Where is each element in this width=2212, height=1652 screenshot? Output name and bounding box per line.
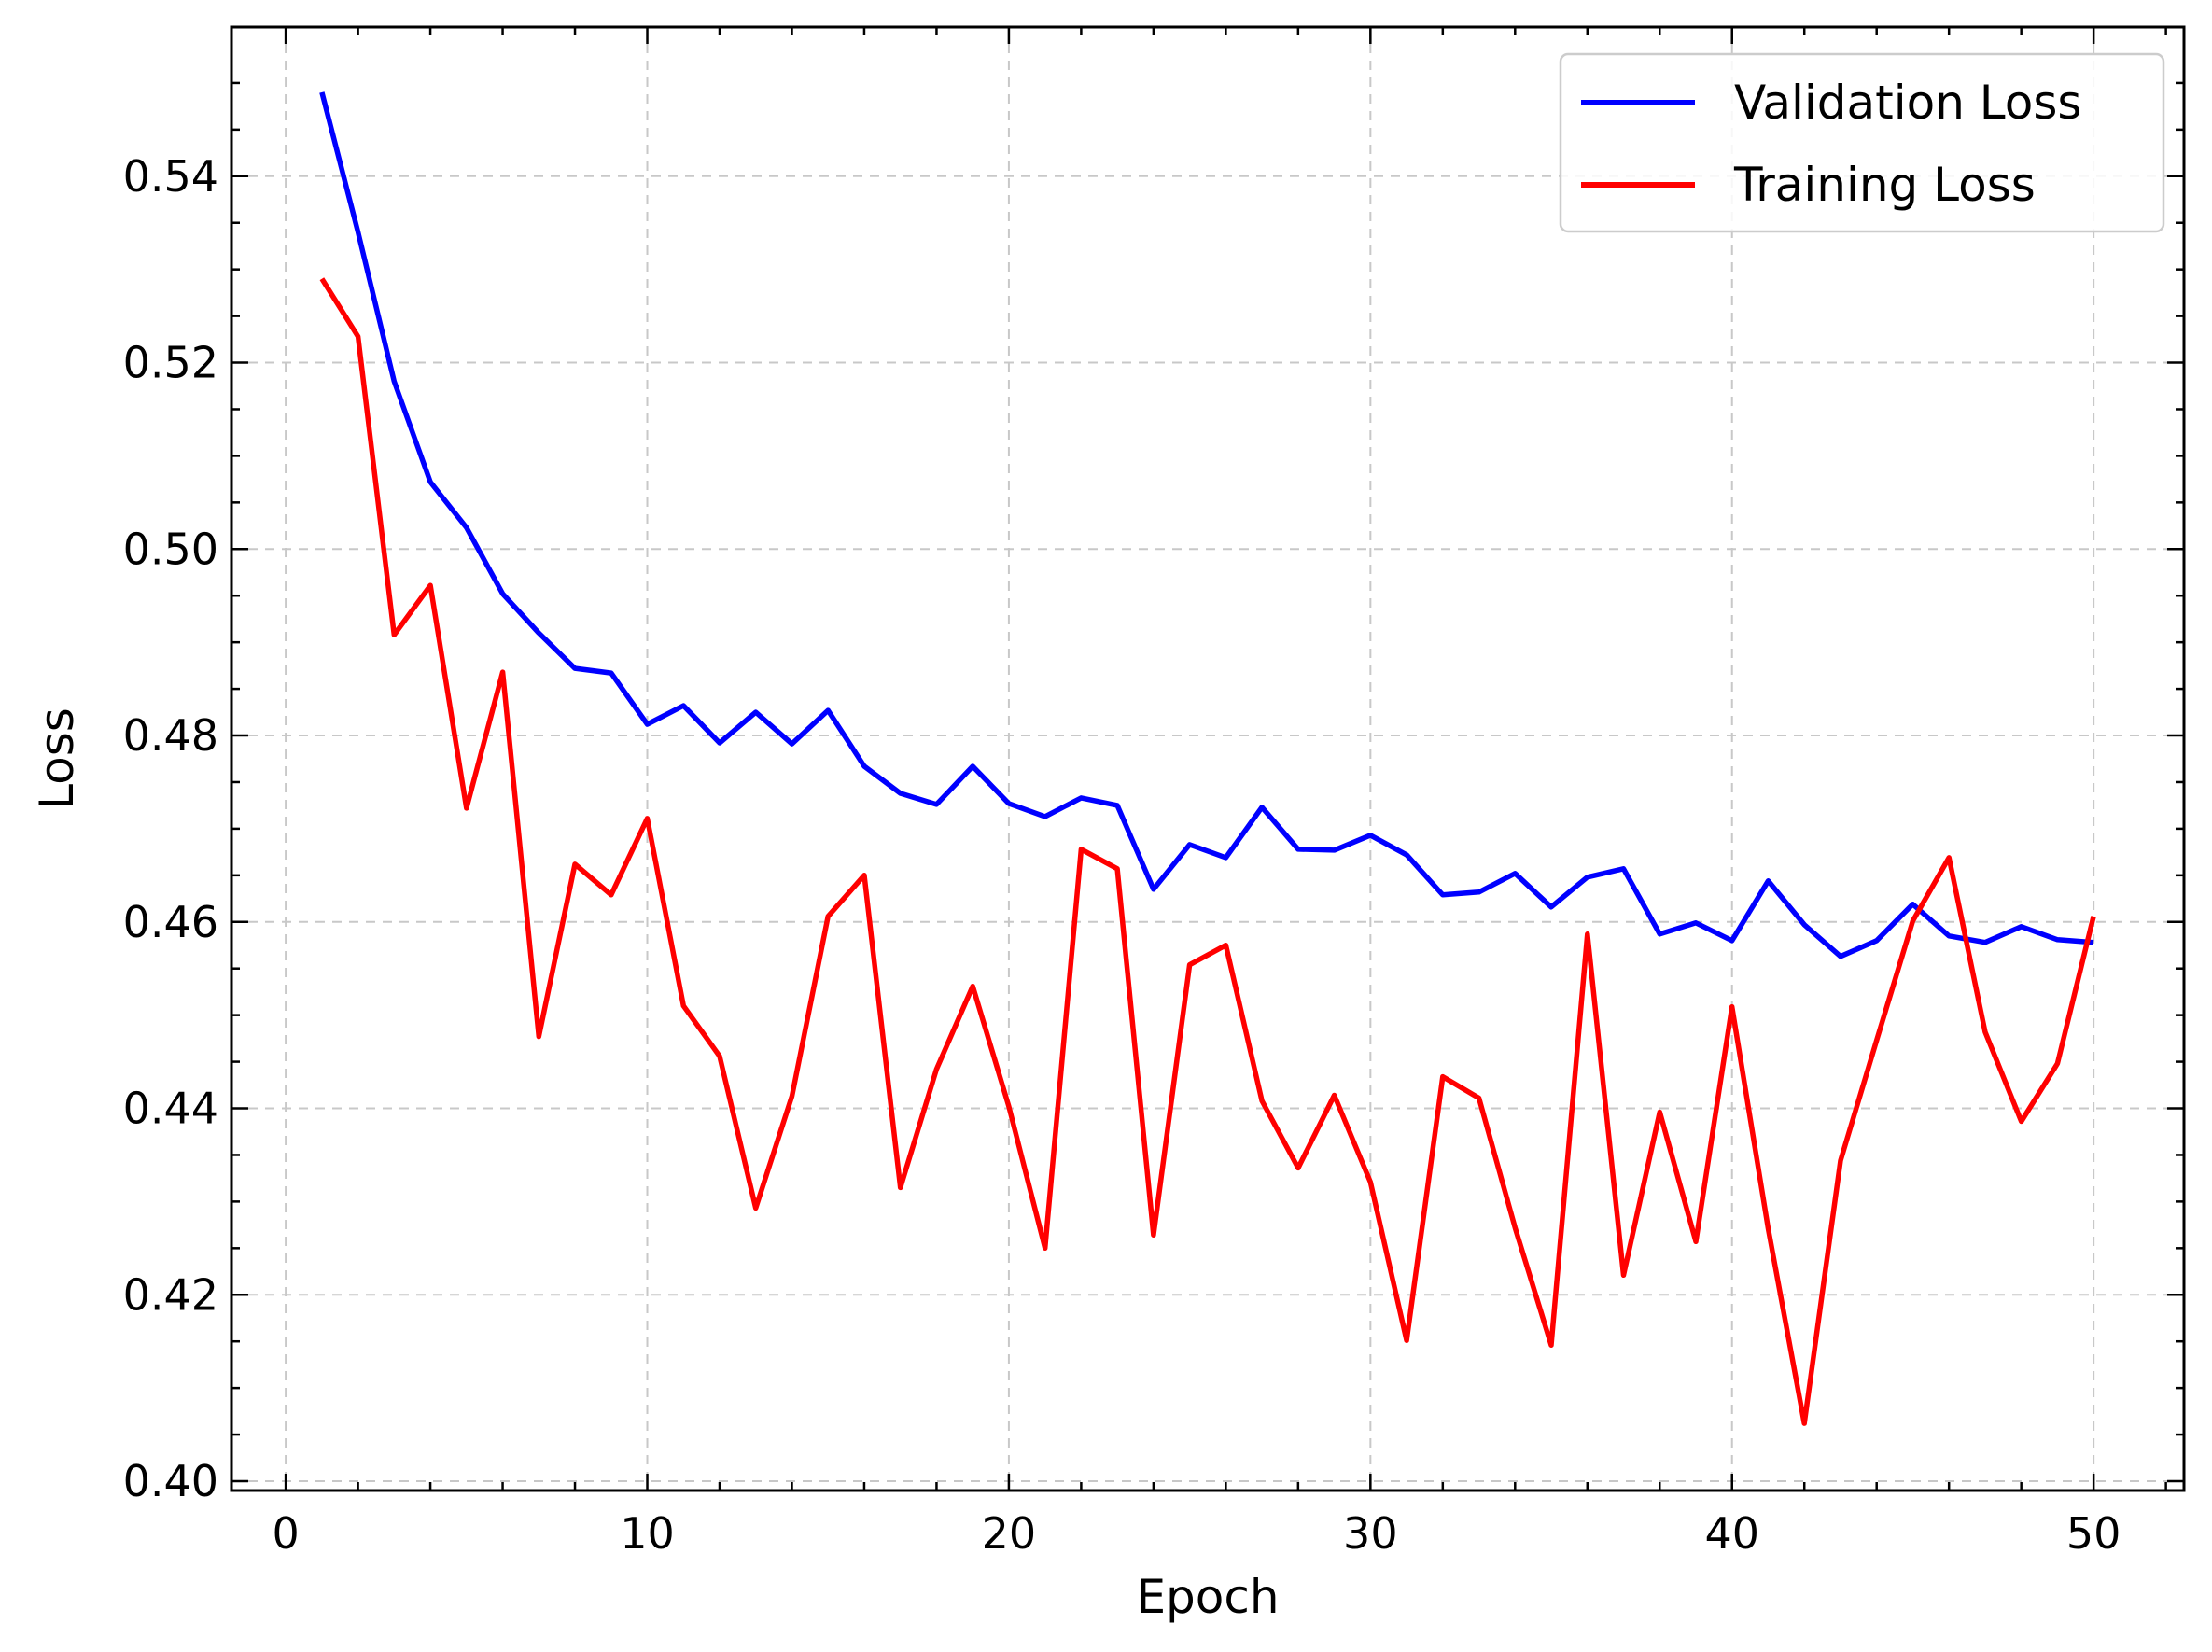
series-layer: [319, 91, 2096, 1426]
y-tick-label: 0.44: [123, 1084, 218, 1134]
legend-label-training-loss: Training Loss: [1733, 158, 2036, 212]
axis-ticks: [231, 27, 2184, 1491]
y-tick-label: 0.52: [123, 338, 218, 388]
x-tick-label: 50: [2066, 1508, 2121, 1559]
plot-frame: [230, 25, 2186, 1492]
x-tick-label: 40: [1704, 1508, 1759, 1559]
y-tick-label: 0.42: [123, 1269, 218, 1320]
validation-loss-line: [319, 91, 2094, 959]
y-tick-label: 0.54: [123, 151, 218, 202]
legend-box: [1559, 52, 2165, 233]
tick-labels: 0 10 20 30 40 50 0.40 0.42 0.44 0.46 0.48 0.50 0.52 0…: [123, 151, 2121, 1559]
x-axis-title: Epoch: [1136, 1570, 1279, 1624]
y-axis-title: Loss: [30, 707, 84, 810]
x-tick-label: 0: [272, 1508, 299, 1559]
x-tick-label: 30: [1343, 1508, 1398, 1559]
y-tick-label: 0.46: [123, 897, 218, 947]
y-tick-label: 0.40: [123, 1456, 218, 1506]
legend-label-validation-loss: Validation Loss: [1734, 76, 2081, 130]
x-tick-label: 20: [982, 1508, 1037, 1559]
x-tick-label: 10: [620, 1508, 675, 1559]
y-tick-label: 0.50: [123, 524, 218, 574]
grid-lines: [231, 27, 2184, 1491]
legend: Validation Loss Training Loss: [1559, 52, 2165, 233]
y-tick-label: 0.48: [123, 710, 218, 761]
training-loss-line: [319, 277, 2096, 1426]
